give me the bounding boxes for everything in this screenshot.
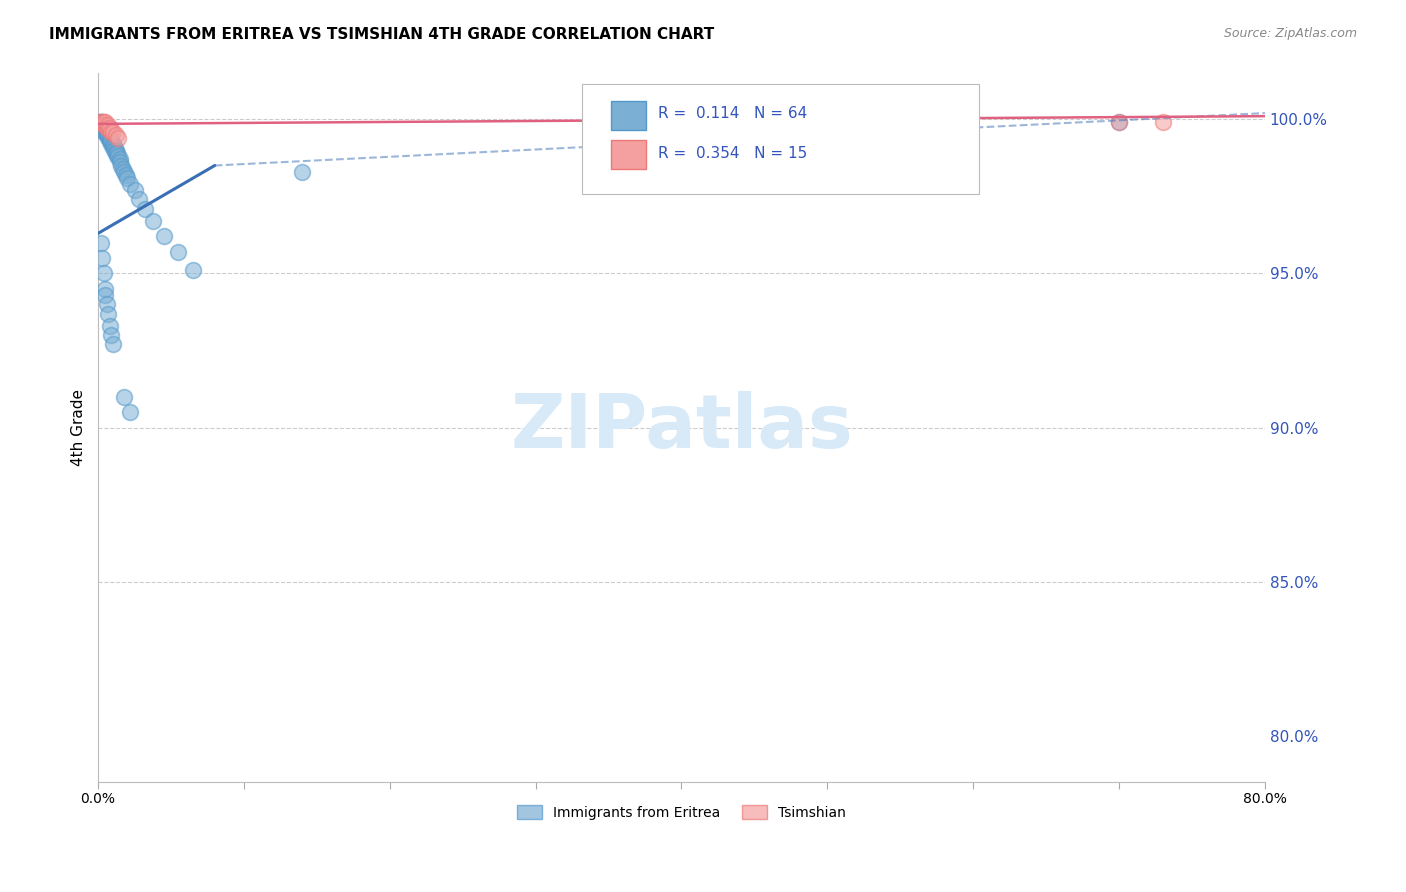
Point [90,235,112,250]
Point [104,146,127,161]
Point [1108,115,1130,129]
Point [94,121,117,136]
Point [101,136,124,151]
Point [90,115,112,129]
Point [112,390,135,404]
Point [98,134,121,148]
Point [93,121,115,136]
Point [93,125,115,139]
Point [104,128,127,142]
Text: Source: ZipAtlas.com: Source: ZipAtlas.com [1223,27,1357,40]
Point [103,140,125,154]
Point [291,164,314,178]
Point [104,143,127,157]
Point [93,119,115,133]
Point [97,128,120,142]
Point [98,318,121,333]
Point [111,161,134,176]
Point [120,405,142,419]
Legend: Immigrants from Eritrea, Tsimshian: Immigrants from Eritrea, Tsimshian [512,799,851,825]
Point [96,297,118,311]
Point [94,119,117,133]
Point [98,130,121,145]
Point [114,168,136,182]
Point [97,128,120,142]
Point [97,307,120,321]
FancyBboxPatch shape [612,140,647,169]
Point [97,130,120,145]
Point [105,146,128,161]
FancyBboxPatch shape [582,84,979,194]
Point [94,288,117,302]
Point [107,130,129,145]
Point [152,229,174,244]
Point [89,115,111,129]
Point [128,193,150,207]
Point [1152,115,1174,129]
Y-axis label: 4th Grade: 4th Grade [72,389,86,467]
Text: 0.0%: 0.0% [80,791,115,805]
Point [108,155,131,169]
Point [97,119,120,133]
Point [115,170,138,185]
Point [112,164,135,178]
Point [96,128,118,142]
Text: R =  0.354   N = 15: R = 0.354 N = 15 [658,145,807,161]
Point [110,159,132,173]
Point [91,251,114,265]
Point [103,143,125,157]
Point [94,119,117,133]
Point [108,153,131,167]
Point [100,134,122,148]
Point [134,202,156,216]
Point [98,130,121,145]
Point [90,115,112,129]
Point [101,125,124,139]
Point [105,149,128,163]
Point [100,125,122,139]
Point [96,125,118,139]
Text: R =  0.114   N = 64: R = 0.114 N = 64 [658,106,807,121]
Point [96,125,118,139]
Text: IMMIGRANTS FROM ERITREA VS TSIMSHIAN 4TH GRADE CORRELATION CHART: IMMIGRANTS FROM ERITREA VS TSIMSHIAN 4TH… [49,27,714,42]
Text: 80.0%: 80.0% [1243,791,1286,805]
Point [90,119,112,133]
Point [167,244,190,259]
Point [91,115,114,129]
Point [93,119,115,133]
Point [93,267,115,281]
Point [94,282,117,296]
Point [101,136,124,151]
FancyBboxPatch shape [612,102,647,129]
Point [94,115,117,129]
Point [1108,115,1130,129]
Point [101,140,124,154]
Point [91,115,114,129]
Point [91,121,114,136]
Point [107,149,129,163]
Point [96,121,118,136]
Point [142,214,165,228]
Point [94,121,117,136]
Point [100,134,122,148]
Text: ZIPatlas: ZIPatlas [510,392,853,464]
Point [124,183,146,197]
Point [97,121,120,136]
Point [100,328,122,343]
Point [98,121,121,136]
Point [181,263,204,277]
Point [91,119,114,133]
Point [120,177,142,191]
Point [93,115,115,129]
Point [101,337,124,351]
Point [94,125,117,139]
Point [100,136,122,151]
